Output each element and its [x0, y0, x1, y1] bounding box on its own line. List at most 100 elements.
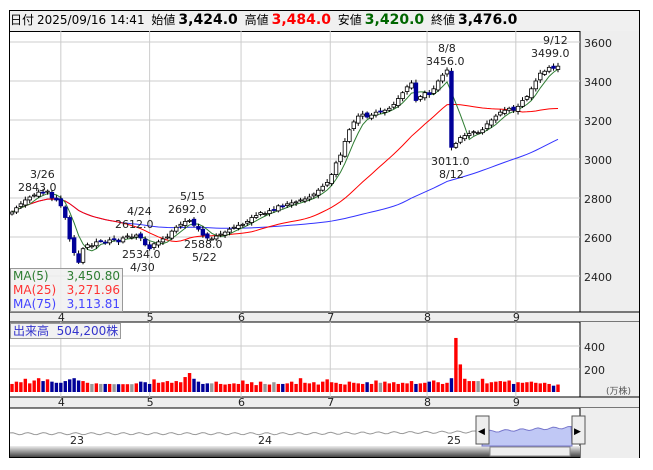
candle [14, 207, 19, 213]
candle [293, 201, 299, 204]
candle [200, 228, 206, 236]
candle [364, 112, 370, 118]
candle [484, 123, 490, 129]
candle [542, 70, 547, 75]
candle [333, 162, 339, 175]
month-label: 4 [58, 396, 65, 409]
ma5-value: 3,450.80 [66, 269, 120, 283]
navigator-right-handle[interactable] [571, 415, 586, 445]
volume-bar [112, 384, 116, 392]
ma75-label: MA(75) [13, 297, 57, 311]
annotation-value: 3456.0 [426, 55, 465, 68]
navigator-year-label: 24 [258, 434, 272, 447]
ma5-label: MA(5) [13, 269, 49, 283]
volume-bar [139, 381, 143, 392]
volume-bar [63, 381, 67, 392]
volume-bar [276, 383, 281, 392]
candle [462, 135, 467, 140]
volume-bar [467, 381, 471, 392]
candle [240, 223, 246, 226]
volume-bar [471, 381, 476, 392]
month-label: 9 [513, 396, 520, 409]
volume-bar [170, 382, 174, 392]
open-label: 始値 [151, 13, 176, 27]
annotation-value: 2534.0 [122, 248, 161, 261]
candle [9, 211, 15, 215]
ma-legend: MA(5) 3,450.80 MA(25) 3,271.96 MA(75) 3,113… [10, 268, 123, 312]
candle [125, 235, 130, 238]
candle [54, 197, 59, 201]
candle [258, 212, 263, 215]
volume-bar [218, 383, 223, 392]
volume-label: 出来高 [13, 324, 50, 338]
candle [502, 109, 507, 114]
month-label: 4 [58, 311, 65, 324]
candle [236, 224, 241, 229]
volume-bar [23, 378, 28, 392]
candle [320, 185, 325, 191]
candle [76, 253, 81, 263]
open-value: 3,424.0 [178, 12, 238, 28]
candle [435, 80, 441, 91]
volume-bar [50, 381, 54, 392]
volume-bar [281, 383, 285, 392]
volume-bar [298, 378, 303, 392]
ma25-value: 3,271.96 [66, 283, 120, 297]
volume-bar [383, 381, 387, 392]
volume-bar [400, 382, 405, 392]
volume-bar [187, 373, 192, 392]
volume-bar [360, 383, 365, 392]
candle [298, 199, 303, 202]
candle [111, 238, 117, 241]
volume-bar [272, 382, 276, 392]
volume-bar [289, 381, 294, 392]
navigator-scrollbar[interactable] [10, 446, 580, 457]
high-value: 3,484.0 [271, 12, 331, 28]
candle [529, 88, 534, 99]
candle [80, 248, 86, 263]
volume-bar [334, 382, 338, 392]
candle [142, 238, 148, 246]
candle [546, 66, 552, 72]
annotation-date: 5/15 [180, 190, 205, 203]
annotation-date: 4/24 [127, 205, 152, 218]
candle [209, 238, 214, 241]
month-axis-bottom [10, 397, 639, 408]
annotation-value: 2692.0 [168, 203, 207, 216]
volume-bar [196, 381, 201, 392]
volume-bar [59, 382, 63, 392]
volume-bar [369, 383, 374, 392]
volume-bar [19, 382, 23, 392]
volume-bar [414, 383, 418, 392]
candle [538, 72, 543, 81]
volume-bar [156, 382, 161, 392]
volume-bar [90, 383, 94, 392]
candle [71, 237, 77, 253]
candle [285, 203, 290, 207]
volume-bar [68, 379, 72, 392]
volume-bar [125, 384, 130, 392]
candle [227, 228, 232, 233]
scrollbar-thumb[interactable] [489, 446, 571, 457]
volume-bar [285, 383, 289, 392]
candle [311, 193, 317, 197]
candle [551, 65, 556, 69]
month-label: 8 [424, 396, 431, 409]
candle [98, 240, 103, 243]
volume-bar [432, 380, 436, 392]
volume-bar [232, 383, 236, 392]
candle [182, 220, 188, 226]
volume-bar [516, 382, 520, 392]
navigator-left-handle[interactable] [475, 415, 490, 445]
volume-bar [352, 382, 356, 392]
candle [458, 137, 463, 143]
candle [67, 217, 72, 240]
annotation-date: 3/26 [30, 168, 55, 181]
candle [245, 220, 250, 224]
candle [449, 70, 454, 148]
volume-bar [263, 383, 267, 392]
candle [289, 202, 294, 206]
annotation-date: 5/22 [192, 251, 217, 264]
volume-bar [258, 381, 263, 392]
